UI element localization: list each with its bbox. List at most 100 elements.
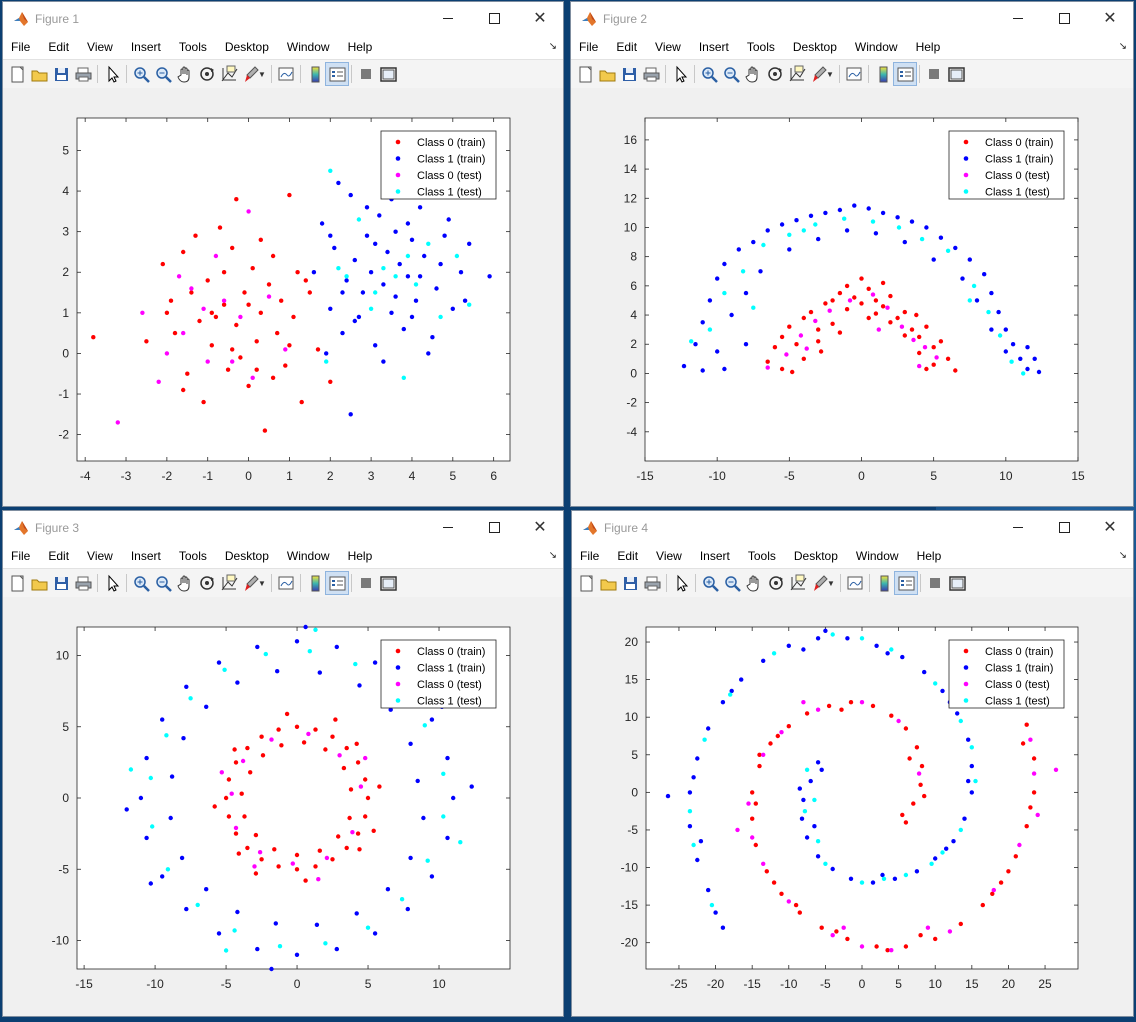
colorbar-button[interactable]	[872, 63, 894, 85]
menu-item-tools[interactable]: Tools	[178, 549, 207, 563]
link-plot-button[interactable]	[844, 572, 866, 594]
menu-expand-arrow-icon[interactable]: ↘	[1118, 550, 1127, 561]
title-bar[interactable]: Figure 3 ✕	[3, 511, 563, 544]
menu-expand-arrow-icon[interactable]: ↘	[1118, 41, 1127, 52]
legend-button[interactable]	[893, 571, 918, 595]
legend[interactable]: Class 0 (train) Class 1 (train) Class 0 (t…	[380, 639, 497, 709]
zoom-in-button[interactable]	[698, 63, 720, 85]
zoom-out-button[interactable]	[152, 572, 174, 594]
print-button[interactable]	[641, 572, 663, 594]
maximize-button[interactable]	[1041, 511, 1087, 544]
menu-item-view[interactable]: View	[656, 549, 682, 563]
menu-item-tools[interactable]: Tools	[178, 40, 207, 54]
menu-item-desktop[interactable]: Desktop	[224, 549, 269, 563]
legend[interactable]: Class 0 (train) Class 1 (train) Class 0 (t…	[948, 130, 1065, 200]
legend[interactable]: Class 0 (train) Class 1 (train) Class 0 (t…	[948, 639, 1065, 709]
pointer-button[interactable]	[669, 63, 691, 85]
menu-item-edit[interactable]: Edit	[48, 40, 70, 54]
figure-window-1[interactable]: Figure 1 ✕ File Edit View Insert Tools Desktop W…	[2, 1, 564, 507]
link-plot-button[interactable]	[275, 63, 297, 85]
new-file-button[interactable]	[6, 572, 28, 594]
menu-item-window[interactable]: Window	[286, 40, 330, 54]
menu-item-desktop[interactable]: Desktop	[792, 40, 837, 54]
menu-item-help[interactable]: Help	[916, 549, 942, 563]
print-button[interactable]	[640, 63, 662, 85]
title-bar[interactable]: Figure 2 ✕	[571, 2, 1133, 35]
brush-dropdown-icon[interactable]: ▼	[826, 69, 834, 79]
brush-button[interactable]	[809, 572, 831, 594]
menu-item-window[interactable]: Window	[855, 549, 899, 563]
dock-button[interactable]	[377, 63, 399, 85]
figure-canvas[interactable]: -15 -10 -5 0 5 10 -10 -5 0 5 10 Class 0 (train) Clas…	[3, 597, 563, 1016]
pan-hand-button[interactable]	[174, 572, 196, 594]
menu-item-desktop[interactable]: Desktop	[793, 549, 838, 563]
rotate-3d-button[interactable]	[196, 63, 218, 85]
hide-tools-button[interactable]	[923, 63, 945, 85]
zoom-in-button[interactable]	[699, 572, 721, 594]
menu-item-file[interactable]: File	[11, 549, 31, 563]
colorbar-button[interactable]	[304, 572, 326, 594]
dock-button[interactable]	[945, 63, 967, 85]
minimize-button[interactable]	[995, 511, 1041, 544]
legend-button[interactable]	[892, 62, 917, 86]
menu-item-view[interactable]: View	[655, 40, 681, 54]
brush-button[interactable]	[240, 63, 262, 85]
menu-item-tools[interactable]: Tools	[746, 40, 775, 54]
open-folder-button[interactable]	[597, 572, 619, 594]
zoom-in-button[interactable]	[130, 572, 152, 594]
menu-item-help[interactable]: Help	[347, 40, 373, 54]
menu-item-insert[interactable]: Insert	[699, 549, 730, 563]
scatter-plot[interactable]: -4 -3 -2 -1 0 1 2 3 4 5 6 -2 -1 0 1 2 3 4 5 Class 0 (train)…	[3, 88, 563, 506]
title-bar[interactable]: Figure 4 ✕	[572, 511, 1133, 544]
menu-item-window[interactable]: Window	[286, 549, 330, 563]
new-file-button[interactable]	[574, 63, 596, 85]
menu-item-help[interactable]: Help	[347, 549, 373, 563]
brush-button[interactable]	[808, 63, 830, 85]
pan-hand-button[interactable]	[174, 63, 196, 85]
menu-item-view[interactable]: View	[87, 40, 113, 54]
hide-tools-button[interactable]	[355, 572, 377, 594]
rotate-3d-button[interactable]	[196, 572, 218, 594]
maximize-button[interactable]	[471, 511, 517, 544]
menu-item-edit[interactable]: Edit	[48, 549, 70, 563]
save-button[interactable]	[50, 572, 72, 594]
maximize-button[interactable]	[1041, 2, 1087, 35]
colorbar-button[interactable]	[873, 572, 895, 594]
data-cursor-button[interactable]	[787, 572, 809, 594]
figure-canvas[interactable]: -15 -10 -5 0 5 10 15 -4 -2 0 2 4 6 8 10 12 14 16 Class 0 (…	[571, 88, 1133, 506]
print-button[interactable]	[72, 572, 94, 594]
menu-item-edit[interactable]: Edit	[617, 549, 639, 563]
brush-dropdown-icon[interactable]: ▼	[827, 578, 835, 588]
pan-hand-button[interactable]	[742, 63, 764, 85]
hide-tools-button[interactable]	[355, 63, 377, 85]
title-bar[interactable]: Figure 1 ✕	[3, 2, 563, 35]
pointer-button[interactable]	[101, 63, 123, 85]
pan-hand-button[interactable]	[743, 572, 765, 594]
menu-item-tools[interactable]: Tools	[747, 549, 776, 563]
zoom-out-button[interactable]	[720, 63, 742, 85]
legend-button[interactable]	[324, 62, 349, 86]
close-button[interactable]: ✕	[517, 2, 563, 35]
menu-item-file[interactable]: File	[579, 40, 599, 54]
menu-item-file[interactable]: File	[11, 40, 31, 54]
legend-button[interactable]	[324, 571, 349, 595]
save-button[interactable]	[618, 63, 640, 85]
menu-item-view[interactable]: View	[87, 549, 113, 563]
open-folder-button[interactable]	[28, 572, 50, 594]
menu-item-edit[interactable]: Edit	[616, 40, 638, 54]
colorbar-button[interactable]	[304, 63, 326, 85]
menu-item-window[interactable]: Window	[854, 40, 898, 54]
open-folder-button[interactable]	[596, 63, 618, 85]
open-folder-button[interactable]	[28, 63, 50, 85]
menu-item-insert[interactable]: Insert	[130, 40, 161, 54]
link-plot-button[interactable]	[843, 63, 865, 85]
link-plot-button[interactable]	[275, 572, 297, 594]
minimize-button[interactable]	[425, 2, 471, 35]
menu-expand-arrow-icon[interactable]: ↘	[548, 41, 557, 52]
menu-item-file[interactable]: File	[580, 549, 600, 563]
close-button[interactable]: ✕	[517, 511, 563, 544]
close-button[interactable]: ✕	[1087, 511, 1133, 544]
zoom-out-button[interactable]	[721, 572, 743, 594]
legend[interactable]: Class 0 (train) Class 1 (train) Class 0 (t…	[380, 130, 497, 200]
